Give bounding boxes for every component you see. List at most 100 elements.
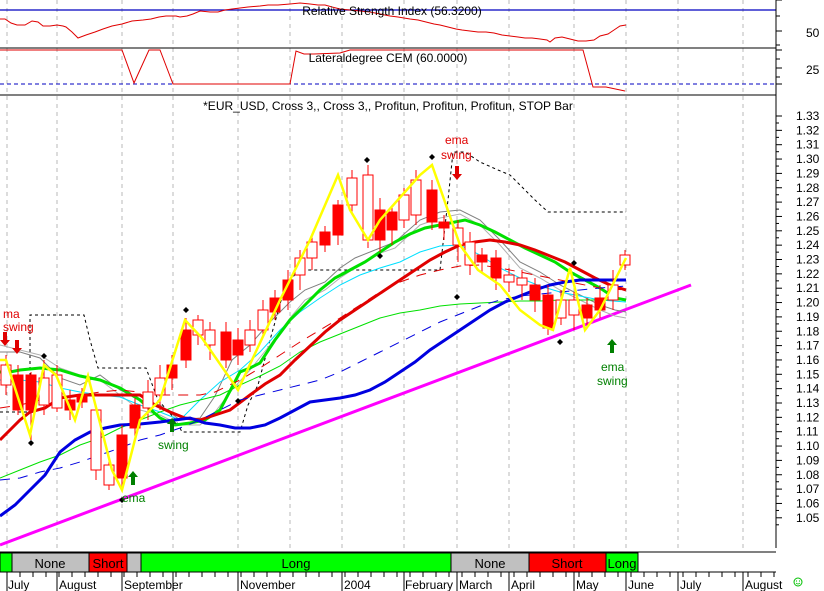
- price-axis-label: 1.22: [796, 267, 820, 281]
- pivot-diamond: [28, 440, 34, 446]
- candle-body: [542, 294, 554, 329]
- month-label: August: [59, 578, 97, 591]
- time-axis: July August September November 2004 Febr…: [0, 571, 783, 591]
- pivot-diamond: [557, 339, 563, 345]
- cem-title: Lateraldegree CEM (60.0000): [309, 51, 468, 65]
- candle-body: [362, 174, 374, 241]
- pivot-diamond: [377, 253, 383, 259]
- price-axis-label: 1.18: [796, 324, 820, 338]
- band-segment-none: [126, 552, 142, 573]
- candle-body: [490, 257, 502, 279]
- stop-bar-line: [0, 151, 626, 433]
- pivot-diamond: [364, 157, 370, 163]
- candle-body: [529, 284, 541, 301]
- month-label: August: [745, 578, 783, 591]
- candle-body: [386, 211, 398, 231]
- candle-body: [220, 331, 232, 361]
- price-axis-label: 1.26: [796, 209, 820, 223]
- band-label: None: [474, 556, 505, 571]
- pivot-markers: [28, 154, 577, 503]
- band-label: Long: [608, 556, 637, 571]
- candle-body: [503, 274, 515, 283]
- price-axis-label: 1.10: [796, 439, 820, 453]
- price-axis-label: 1.05: [796, 511, 820, 525]
- pivot-diamond: [429, 154, 435, 160]
- signal-label: ema: [601, 360, 625, 374]
- cem-panel: Lateraldegree CEM (60.0000): [0, 49, 776, 96]
- pivot-diamond: [41, 353, 47, 359]
- ma-dashed-blue: [0, 285, 627, 481]
- month-label: February: [405, 578, 453, 591]
- price-axis-label: 1.16: [796, 353, 820, 367]
- price-axis-label: 1.28: [796, 181, 820, 195]
- pivot-diamond: [571, 260, 577, 266]
- candle-body: [116, 434, 128, 479]
- support-trendline: [0, 283, 692, 547]
- price-axis-label: 1.24: [796, 238, 820, 252]
- sell-arrow-icon: [452, 166, 462, 180]
- candle-body: [306, 241, 318, 259]
- sell-arrow-icon: [0, 332, 10, 346]
- pivot-diamond: [454, 294, 460, 300]
- buy-arrow-icon: [607, 339, 617, 353]
- price-axis-label: 1.07: [796, 482, 820, 496]
- candle-body: [426, 189, 438, 223]
- candle-body: [25, 374, 37, 411]
- price-axis-label: 1.25: [796, 224, 820, 238]
- price-axis-label: 1.32: [796, 123, 820, 137]
- pivot-diamond: [183, 307, 189, 313]
- month-label: June: [628, 578, 654, 591]
- price-axis-label: 1.27: [796, 195, 820, 209]
- price-axis-label: 1.11: [796, 425, 819, 439]
- signal-label: ma: [3, 307, 20, 321]
- right-axis: 50 25 1.331.321.311.301.291.281.271.261.…: [775, 0, 820, 548]
- month-label: April: [511, 578, 535, 591]
- grid-lines: [6, 0, 744, 548]
- month-label: September: [124, 578, 183, 591]
- zigzag-line: [0, 162, 628, 494]
- rsi-axis-label: 50: [806, 26, 820, 40]
- price-axis-label: 1.33: [796, 109, 820, 123]
- price-axis-label: 1.13: [796, 396, 820, 410]
- month-label: November: [240, 578, 295, 591]
- month-label: July: [680, 578, 701, 591]
- rsi-title: Relative Strength Index (56.3200): [302, 4, 481, 18]
- sell-arrow-icon: [12, 340, 22, 354]
- signal-label: swing: [597, 374, 628, 388]
- band-label: Long: [282, 556, 311, 571]
- candle-body: [346, 177, 358, 206]
- price-axis-label: 1.12: [796, 410, 820, 424]
- band-label: None: [34, 556, 65, 571]
- month-label: 2004: [344, 578, 371, 591]
- price-axis-label: 1.09: [796, 453, 820, 467]
- price-axis-label: 1.29: [796, 166, 820, 180]
- price-axis-label: 1.30: [796, 152, 820, 166]
- candle-body: [12, 374, 24, 411]
- band-label: Short: [551, 556, 582, 571]
- candle-body: [142, 391, 154, 409]
- main-price-panel: *EUR_USD, Cross 3,, Cross 3,, Profitun, …: [0, 99, 692, 547]
- price-axis-ticks: 1.331.321.311.301.291.281.271.261.251.24…: [776, 109, 820, 526]
- signal-label: ema: [445, 133, 469, 147]
- price-axis-label: 1.23: [796, 253, 820, 267]
- candle-body: [129, 404, 141, 429]
- candle-body: [581, 304, 593, 319]
- candle-body: [257, 309, 269, 331]
- candle-body: [438, 221, 450, 229]
- price-axis-label: 1.19: [796, 310, 820, 324]
- candle-body: [232, 339, 244, 356]
- candle-body: [282, 279, 294, 301]
- price-axis-label: 1.21: [796, 281, 820, 295]
- signal-arrows: [0, 166, 617, 485]
- candle-body: [398, 194, 410, 221]
- band-label: Short: [92, 556, 123, 571]
- price-axis-label: 1.15: [796, 367, 820, 381]
- candle-body: [319, 231, 331, 246]
- candle-body: [374, 209, 386, 241]
- price-axis-label: 1.31: [796, 138, 820, 152]
- candle-body: [476, 254, 488, 263]
- price-axis-label: 1.17: [796, 339, 820, 353]
- candle-body: [332, 204, 344, 236]
- ema-mid-red: [0, 238, 627, 442]
